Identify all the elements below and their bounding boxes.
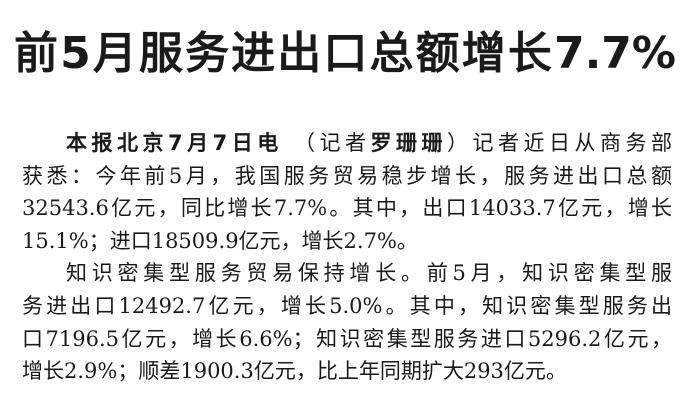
article-line: 务进出口12492.7亿元，增长5.0%。其中，知识密集型服务出 [22, 293, 672, 318]
reporter-open: （记者 [293, 131, 371, 155]
article-line: 本报北京7月7日电 （记者罗珊珊）记者近日从商务部 [22, 127, 672, 160]
article-line: 15.1%；进口18509.9亿元，增长2.7%。 [22, 228, 418, 253]
article-line: 获悉：今年前5月，我国服务贸易稳步增长，服务进出口总额 [22, 163, 672, 188]
reporter-name: 罗珊珊 [370, 131, 447, 155]
article-line: 口7196.5亿元，增长6.6%；知识密集型服务进口5296.2亿元， [22, 326, 672, 351]
article-line: 增长2.9%；顺差1900.3亿元，比上年同期扩大293亿元。 [22, 359, 567, 384]
headline: 前5月服务进出口总额增长7.7% [14, 28, 676, 79]
article-line: 知识密集型服务贸易保持增长。前5月，知识密集型服 [66, 261, 672, 286]
article-text: 记者近日从商务部 [472, 131, 673, 155]
dateline: 本报北京7月7日电 [66, 131, 283, 155]
article-body: 本报北京7月7日电 （记者罗珊珊）记者近日从商务部 获悉：今年前5月，我国服务贸… [22, 127, 672, 388]
reporter-close: ） [446, 131, 473, 155]
headline-container: 前5月服务进出口总额增长7.7% [14, 18, 676, 90]
article-line: 32543.6亿元，同比增长7.7%。其中，出口14033.7亿元，增长 [22, 196, 672, 221]
